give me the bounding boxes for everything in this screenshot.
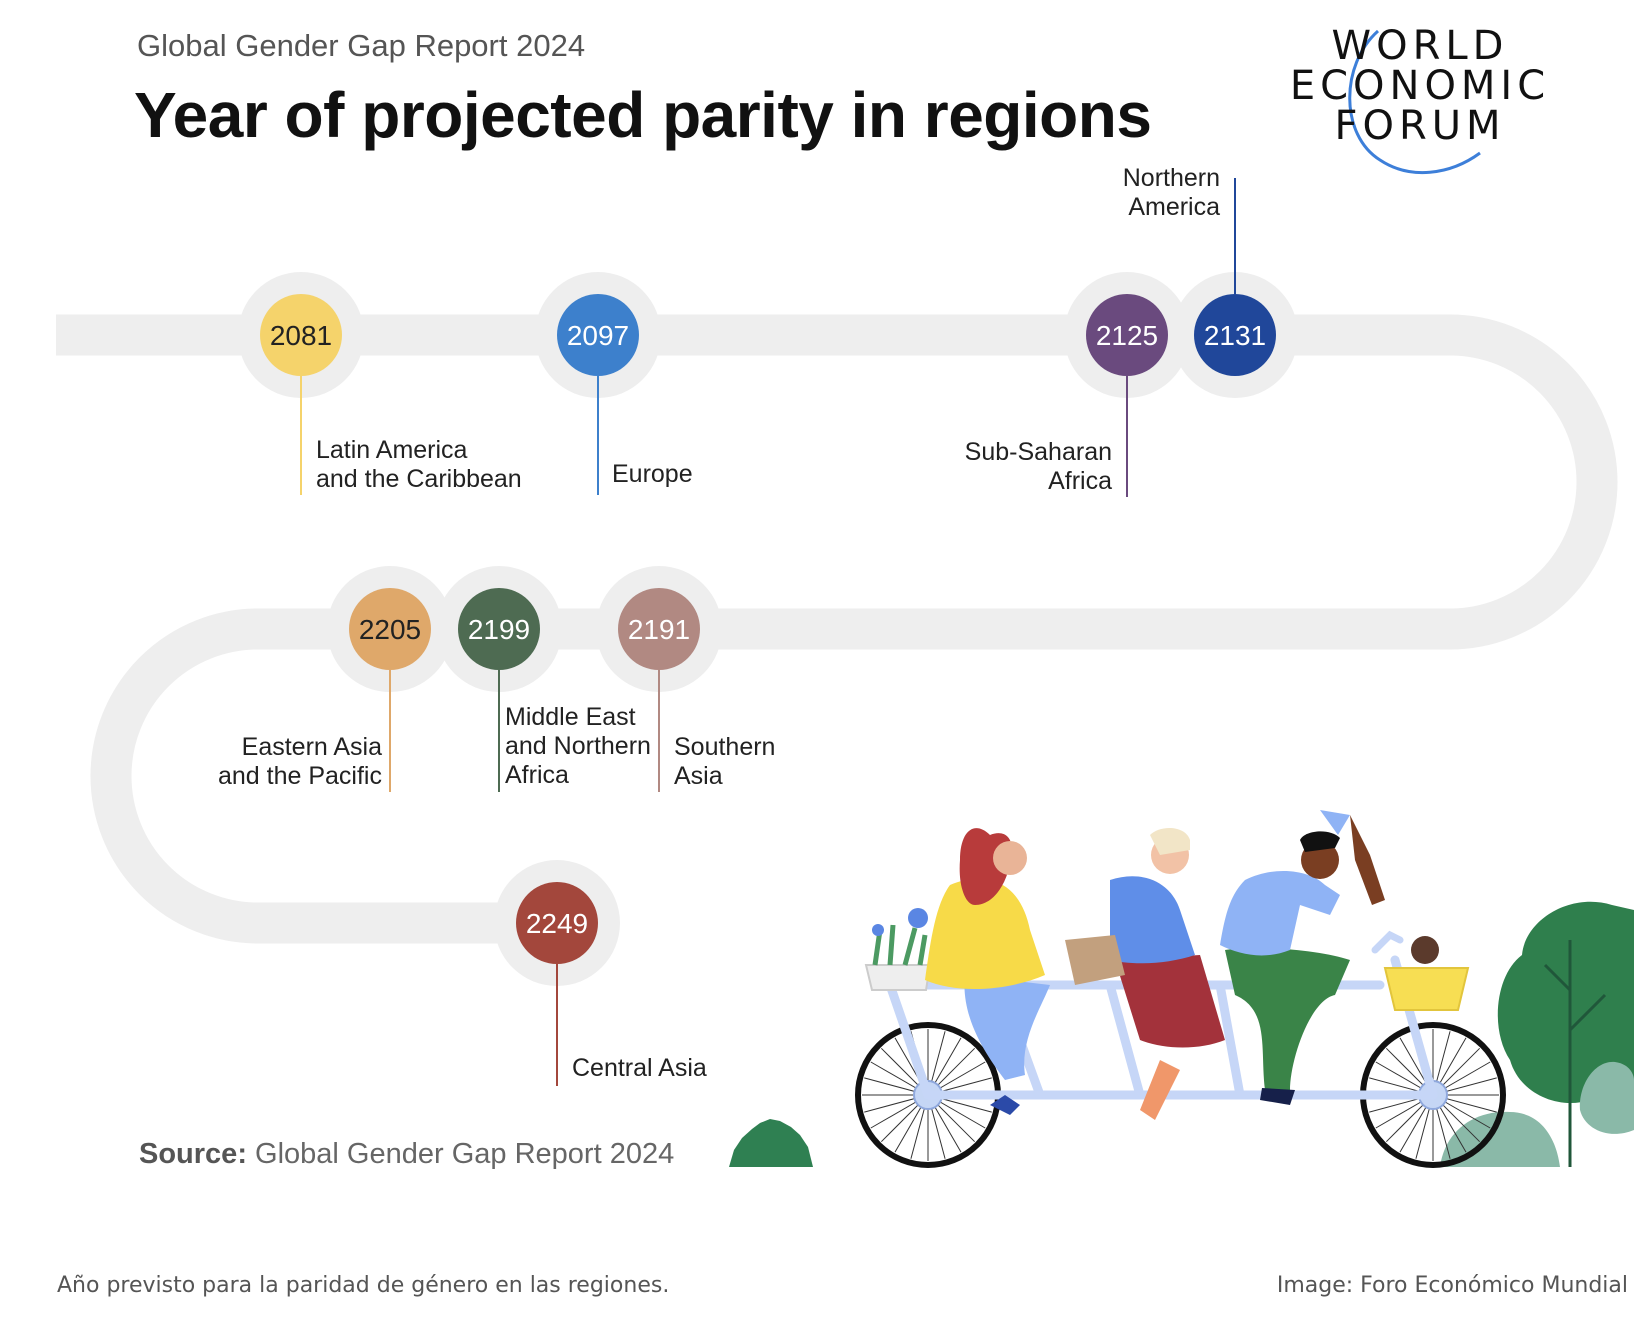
region-label: Latin America and the Caribbean — [316, 436, 522, 493]
milestone-markers: 2081 Latin America and the Caribbean 2097 Eu… — [218, 164, 1276, 1086]
year-dot — [618, 588, 700, 670]
image-caption: Año previsto para la paridad de género e… — [57, 1273, 670, 1298]
milestones: 2081 Latin America and the Caribbean 2097 Eu… — [218, 164, 1298, 1086]
dog-basket-icon — [1383, 936, 1470, 1011]
year-dot — [458, 588, 540, 670]
year-dot — [516, 882, 598, 964]
year-dot — [349, 588, 431, 670]
tandem-bicycle-icon — [855, 930, 1506, 1168]
region-label: Southern Asia — [674, 733, 775, 790]
year-label: 2199 — [468, 614, 530, 645]
left-bush-icon — [729, 1119, 813, 1167]
source-note: Source: Global Gender Gap Report 2024 — [139, 1138, 674, 1171]
tree-icon — [1497, 901, 1634, 1167]
milestone-eastern-asia-and-the-pacific: 2205 Eastern Asia and the Pacific — [218, 588, 431, 792]
logo-line-economic: ECONOMIC — [1289, 63, 1551, 109]
region-label: Sub-Saharan Africa — [965, 438, 1112, 495]
milestone-northern-america: 2131 Northern America — [1123, 164, 1276, 376]
wef-logo: WORLD ECONOMIC FORUM — [1280, 25, 1560, 175]
year-label: 2081 — [270, 320, 332, 351]
year-label: 2097 — [567, 320, 629, 351]
region-label: Europe — [612, 460, 693, 488]
milestone-europe: 2097 Europe — [557, 294, 693, 495]
rider-yellow-jacket-icon — [925, 828, 1050, 1115]
year-label: 2125 — [1096, 320, 1158, 351]
tandem-bicycle-illustration — [729, 810, 1634, 1168]
year-dot — [1086, 294, 1168, 376]
milestone-latin-america-and-the-caribbean: 2081 Latin America and the Caribbean — [260, 294, 522, 495]
source-text: Global Gender Gap Report 2024 — [255, 1138, 675, 1170]
logo-line-world: WORLD — [1331, 23, 1509, 69]
region-label: Central Asia — [572, 1054, 707, 1082]
milestone-southern-asia: 2191 Southern Asia — [618, 588, 775, 792]
year-label: 2205 — [359, 614, 421, 645]
logo-line-forum: FORUM — [1334, 103, 1506, 149]
source-label: Source: — [139, 1138, 247, 1170]
year-dot — [260, 294, 342, 376]
winding-road — [56, 314, 1618, 944]
rider-red-skirt-icon — [1065, 828, 1225, 1120]
year-dot — [557, 294, 639, 376]
milestone-middle-east-and-northern-africa: 2199 Middle East and Northern Africa — [458, 588, 651, 792]
road-path — [56, 314, 1618, 944]
year-label: 2131 — [1204, 320, 1266, 351]
region-label: Eastern Asia and the Pacific — [218, 733, 382, 790]
year-label: 2249 — [526, 908, 588, 939]
image-credit: Image: Foro Económico Mundial — [1276, 1273, 1628, 1298]
page-title: Year of projected parity in regions — [134, 79, 1152, 151]
region-label: Northern America — [1123, 164, 1220, 221]
milestone-sub-saharan-africa: 2125 Sub-Saharan Africa — [965, 294, 1168, 497]
flower-basket-icon — [864, 908, 932, 991]
region-label: Middle East and Northern Africa — [505, 703, 651, 789]
milestone-central-asia: 2249 Central Asia — [516, 882, 707, 1086]
year-dot — [1194, 294, 1276, 376]
year-label: 2191 — [628, 614, 690, 645]
logo-arc-icon — [1348, 29, 1481, 175]
report-subtitle: Global Gender Gap Report 2024 — [137, 28, 586, 63]
rider-blue-shirt-icon — [1220, 810, 1385, 1105]
